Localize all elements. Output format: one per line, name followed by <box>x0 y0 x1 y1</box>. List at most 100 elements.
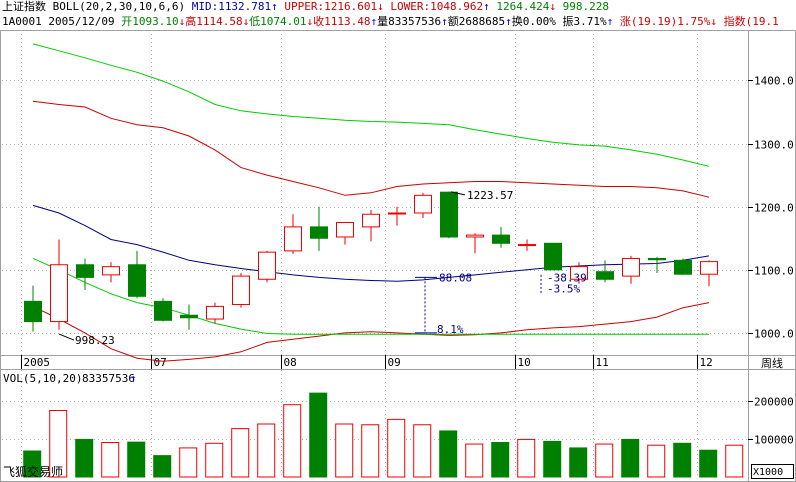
period-label: 周线 <box>761 356 783 370</box>
time-tick-label: 12 <box>700 356 713 369</box>
volume-value-label: 83357536 <box>82 372 135 385</box>
volume-bar-down <box>569 447 588 478</box>
candle-body-down <box>492 234 510 244</box>
candle <box>700 260 718 287</box>
candle <box>154 298 172 322</box>
volume-bar-up <box>335 423 354 478</box>
candle-body-up <box>206 305 224 320</box>
volume-bar-down <box>543 440 562 478</box>
volume-bar-down <box>23 450 42 478</box>
candle <box>440 191 458 239</box>
unit-label-box <box>751 464 794 479</box>
candle-body-up <box>414 194 432 214</box>
candle-body-up <box>466 234 484 238</box>
candle <box>76 258 94 290</box>
quote-header-part-8: ↑ <box>370 15 378 28</box>
price-tick-label: 1300.0 <box>754 139 794 152</box>
volume-bar-up <box>413 424 432 478</box>
indicator-header-part-1: MID:1132.781 <box>185 0 272 13</box>
measure2-percent-label: -3.5% <box>547 283 580 296</box>
volume-bar-up <box>725 444 744 478</box>
candle-body-up <box>622 257 640 277</box>
volume-bar-down <box>439 430 458 478</box>
chart-frame <box>0 30 796 482</box>
candle-body-down <box>180 314 198 319</box>
candle <box>362 209 380 242</box>
volume-bar-down <box>127 441 146 478</box>
indicator-header-part-3: UPPER:1216.601 <box>277 0 378 13</box>
volume-bar-down <box>621 438 640 478</box>
volume-bar-down <box>699 449 718 478</box>
indicator-header-part-9: 998.228 <box>555 0 609 13</box>
candle <box>544 242 562 271</box>
low-marker-label: 998.23 <box>75 334 115 347</box>
candle <box>388 206 406 226</box>
high-marker-label: 1223.57 <box>467 189 513 202</box>
quote-header-part-15: ↑ <box>606 15 614 28</box>
candle <box>492 226 510 248</box>
candle-body-down <box>674 259 692 275</box>
indicator-header-part-2: ↑ <box>271 0 278 13</box>
quote-header-part-5: 低1074.01 <box>249 15 307 28</box>
time-tick-label: 07 <box>154 356 167 369</box>
time-tick-label: 11 <box>596 356 609 369</box>
candle-body-down <box>440 191 458 238</box>
volume-title: VOL(5,10,20) <box>3 372 82 385</box>
volume-bar-up <box>49 410 68 478</box>
volume-bar-down <box>673 442 692 478</box>
boll-line-lower2 <box>32 257 709 335</box>
candle <box>284 214 302 255</box>
candle-body-down <box>24 300 42 323</box>
volume-bar-up <box>101 442 120 478</box>
quote-header-part-7: 收1113.48 <box>313 15 371 28</box>
quote-header-part-9: 量83357536 <box>377 15 442 28</box>
volume-bar-up <box>387 418 406 478</box>
quote-header-part-3: 高1114.58 <box>185 15 243 28</box>
candle <box>622 255 640 284</box>
volume-bar-up <box>257 423 276 478</box>
indicator-header-part-4: ↓ <box>377 0 384 13</box>
boll-line-lower <box>32 302 710 362</box>
candle <box>232 272 250 308</box>
volume-bar-down <box>153 455 172 478</box>
candle-body-up <box>232 275 250 306</box>
candle-body-down <box>76 264 94 278</box>
candle-body-up <box>518 244 536 247</box>
indicator-header-part-5: LOWER:1048.962 <box>383 0 484 13</box>
quote-header-part-0: 1A0001 2005/12/09 <box>2 15 122 28</box>
volume-unit-label: X1000 <box>753 467 783 478</box>
quote-header-part-11: 额2688685 <box>447 15 506 28</box>
time-tick-label: 10 <box>518 356 531 369</box>
price-tick-label: 1200.0 <box>754 202 794 215</box>
candle <box>570 262 588 284</box>
candle-body-up <box>362 213 380 228</box>
quote-header-part-10: ↑ <box>441 15 448 28</box>
volume-tick-label: 200000 <box>754 396 794 409</box>
candle <box>336 221 354 245</box>
volume-bar-up <box>465 443 484 478</box>
brand-label: 飞狐交易师 <box>3 464 63 479</box>
time-tick-label: 08 <box>284 356 297 369</box>
quote-header: 1A0001 2005/12/09 开1093.10↓高1114.58↓低107… <box>2 15 779 28</box>
volume-bar-down <box>309 392 328 478</box>
indicator-header: 上证指数 BOLL(20,2,30,10,6,6) MID:1132.781↑ … <box>2 0 609 13</box>
candle-body-up <box>258 251 276 280</box>
candle <box>102 262 120 283</box>
quote-header-part-18: 指数(19.1 <box>716 15 779 28</box>
candle-body-up <box>570 266 588 280</box>
candle <box>310 206 328 251</box>
quote-header-part-17: ↓ <box>710 15 717 28</box>
candle-body-up <box>336 221 354 238</box>
candle <box>596 260 614 283</box>
candle-body-down <box>154 300 172 321</box>
boll-line-mid <box>32 204 710 282</box>
candle-body-up <box>50 264 68 323</box>
candle-body-up <box>102 266 120 276</box>
quote-header-part-16: 涨(19.19)1.75% <box>613 15 711 28</box>
candle <box>674 258 692 275</box>
volume-bar-up <box>517 438 536 478</box>
quote-header-part-13: 换0.00% <box>511 15 556 28</box>
measure-percent-label: 8.1% <box>437 323 464 336</box>
volume-bar-up <box>231 428 250 478</box>
